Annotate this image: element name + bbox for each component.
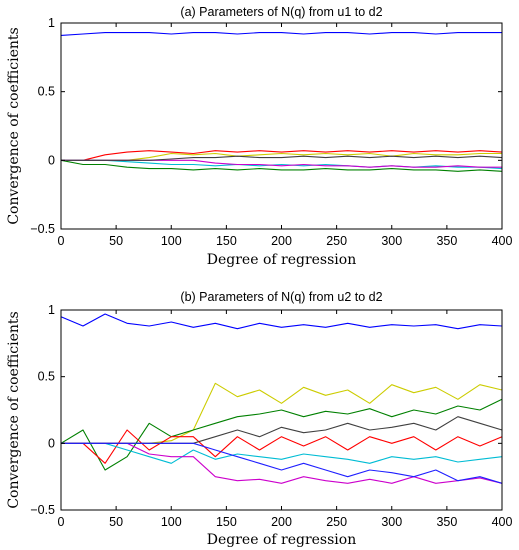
y-axis-label: Convergence of coefficients [6, 27, 22, 224]
x-axis-label: Degree of regression [207, 252, 356, 268]
y-tick-label: −0.5 [30, 222, 55, 236]
x-tick-label: 400 [492, 515, 513, 529]
series-line-2 [61, 150, 503, 161]
x-tick-label: 350 [436, 515, 457, 529]
x-tick-label: 150 [216, 234, 237, 248]
x-tick-label: 0 [58, 515, 65, 529]
y-tick-label: 1 [48, 16, 55, 30]
x-axis-label: Degree of regression [207, 532, 356, 548]
y-axis-label: Convergence of coefficients [6, 311, 22, 508]
y-tick-label: 0 [48, 153, 55, 167]
y-tick-label: −0.5 [30, 503, 55, 517]
x-tick-label: 50 [109, 234, 123, 248]
x-tick-label: 100 [161, 515, 182, 529]
chart-title: (a) Parameters of N(q) from u1 to d2 [180, 5, 382, 19]
series-line-8 [61, 442, 503, 484]
y-tick-label: 0 [48, 436, 55, 450]
series-line-1 [60, 32, 502, 36]
series-line-7 [61, 155, 503, 161]
x-tick-label: 250 [326, 515, 347, 529]
y-tick-label: 1 [48, 303, 55, 317]
series-line-5 [61, 442, 503, 464]
x-tick-label: 0 [58, 234, 65, 248]
series-line-5 [61, 159, 503, 170]
series-line-3 [61, 152, 502, 161]
x-tick-label: 150 [216, 515, 237, 529]
y-tick-label: 0.5 [38, 370, 55, 384]
series-line-1 [60, 313, 503, 330]
series-line-6 [61, 442, 503, 484]
series-line-2 [61, 382, 503, 444]
panel-a: (a) Parameters of N(q) from u1 to d2 0 50 1… [6, 5, 512, 268]
x-tick-label: 250 [326, 234, 347, 248]
plot-frame [60, 22, 503, 230]
x-tick-label: 200 [271, 515, 292, 529]
x-tick-label: 300 [381, 234, 402, 248]
x-tick-label: 200 [271, 234, 292, 248]
x-tick-label: 350 [436, 234, 457, 248]
series-line-4 [60, 159, 503, 172]
y-tick-label: 0.5 [38, 85, 55, 99]
x-tick-label: 100 [161, 234, 182, 248]
series-line-3 [60, 398, 503, 471]
x-tick-label: 300 [381, 515, 402, 529]
panel-b: (b) Parameters of N(q) from u2 to d2 0 50 1… [6, 290, 512, 548]
series-line-4 [61, 429, 503, 464]
x-tick-label: 50 [109, 515, 123, 529]
x-tick-label: 400 [492, 234, 513, 248]
chart-title: (b) Parameters of N(q) from u2 to d2 [180, 290, 382, 304]
